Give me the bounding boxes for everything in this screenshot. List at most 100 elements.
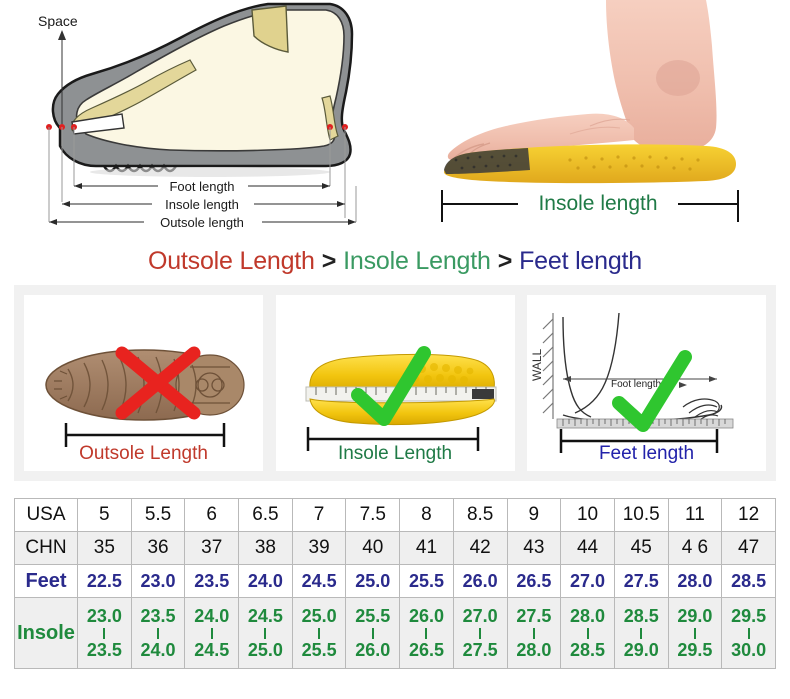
- range-separator: [210, 627, 213, 639]
- panel-caption-outsole: Outsole Length: [79, 443, 208, 464]
- cell-insole-10: 28.5 29.0: [613, 597, 669, 669]
- cell-usa-5: 7.5: [345, 498, 401, 532]
- cell-chn-11: 4 6: [667, 531, 723, 565]
- cell-usa-0: 5: [77, 498, 132, 532]
- cell-insole-12: 29.5 30.0: [721, 597, 776, 669]
- insole-range-to: 29.0: [623, 639, 659, 660]
- cell-feet-10: 27.5: [613, 564, 669, 598]
- insole-range-from: 25.5: [355, 605, 391, 626]
- table-row-chn: CHN 35 36 37 38 39 40 41 42 43 44 45 4 6…: [14, 531, 776, 565]
- cell-insole-4: 25.0 25.5: [291, 597, 347, 669]
- cell-insole-2: 24.0 24.5: [184, 597, 240, 669]
- cell-chn-7: 42: [452, 531, 508, 565]
- outsole-dimension-bar: [64, 423, 226, 447]
- wall-label: WALL: [530, 348, 544, 381]
- insole-length-dimension: Insole length: [441, 190, 739, 222]
- headline-gt-2: >: [497, 246, 513, 275]
- cell-insole-5: 25.5 26.0: [345, 597, 401, 669]
- inner-foot-length-annotation: Foot length: [563, 376, 717, 390]
- cell-usa-7: 8.5: [452, 498, 508, 532]
- row-label-insole: Insole: [14, 597, 78, 669]
- dimension-label-insole-length: Insole length: [165, 197, 239, 212]
- inner-foot-length-label: Foot length: [611, 379, 661, 390]
- cell-chn-4: 39: [291, 531, 347, 565]
- insole-range-from: 24.0: [194, 605, 230, 626]
- dimension-label-outsole-length: Outsole length: [160, 215, 244, 230]
- cross-mark-icon: [115, 346, 201, 420]
- dimension-label-foot-length: Foot length: [169, 179, 234, 194]
- table-row-usa: USA 5 5.5 6 6.5 7 7.5 8 8.5 9 10 10.5 11…: [14, 498, 776, 532]
- comparison-headline: Outsole Length > Insole Length > Feet le…: [0, 240, 790, 282]
- feet-dimension-bar: [559, 429, 719, 453]
- range-separator: [693, 627, 696, 639]
- panel-insole-length: Insole Length: [275, 295, 515, 471]
- range-separator: [103, 627, 106, 639]
- range-separator: [157, 627, 160, 639]
- size-conversion-table: USA 5 5.5 6 6.5 7 7.5 8 8.5 9 10 10.5 11…: [14, 498, 776, 669]
- check-mark-icon: [350, 346, 431, 426]
- insole-range-to: 26.5: [408, 639, 444, 660]
- insole-range-from: 27.5: [516, 605, 552, 626]
- dimension-outsole-length: Outsole length: [49, 215, 356, 230]
- cell-chn-12: 47: [721, 531, 776, 565]
- cell-usa-2: 6: [184, 498, 240, 532]
- insole-range-to: 26.0: [355, 639, 391, 660]
- row-label-usa: USA: [14, 498, 78, 532]
- dimension-insole-length: Insole length: [62, 197, 345, 212]
- range-separator: [264, 627, 267, 639]
- measurement-panels: Outsole Length: [14, 285, 776, 481]
- insole-range-from: 23.0: [86, 605, 122, 626]
- insole-length-caption: Insole length: [538, 192, 657, 215]
- insole-range-from: 29.5: [731, 605, 767, 626]
- cell-usa-3: 6.5: [238, 498, 293, 532]
- range-separator: [318, 627, 321, 639]
- insole-dimension-bar: [306, 427, 479, 451]
- cell-feet-5: 25.0: [345, 564, 401, 598]
- shoe-cross-section-diagram: Space Foot length: [0, 0, 410, 238]
- cell-insole-6: 26.0 26.5: [399, 597, 454, 669]
- cell-feet-3: 24.0: [238, 564, 293, 598]
- panel-outsole-length: Outsole Length: [24, 295, 263, 471]
- insole-range-to: 24.0: [140, 639, 176, 660]
- cell-feet-11: 28.0: [667, 564, 723, 598]
- insole-range-from: 27.0: [462, 605, 498, 626]
- insole-range-to: 28.5: [570, 639, 606, 660]
- top-illustrations: Space Foot length: [0, 0, 790, 238]
- headline-feet: Feet length: [519, 246, 642, 275]
- cell-chn-2: 37: [184, 531, 240, 565]
- panel-feet-length: WALL: [527, 295, 766, 471]
- cell-usa-10: 10.5: [613, 498, 669, 532]
- insole-range-to: 23.5: [86, 639, 122, 660]
- cell-usa-6: 8: [399, 498, 454, 532]
- insole-range-to: 25.0: [247, 639, 283, 660]
- range-separator: [532, 627, 535, 639]
- cell-chn-3: 38: [238, 531, 293, 565]
- cell-usa-8: 9: [506, 498, 562, 532]
- cell-insole-8: 27.5 28.0: [506, 597, 562, 669]
- insole-range-to: 25.5: [301, 639, 337, 660]
- table-row-insole: Insole 23.0 23.5 23.5 24.0 24.0 24.5 24.5 25…: [14, 597, 776, 669]
- cell-feet-2: 23.5: [184, 564, 240, 598]
- range-separator: [371, 627, 374, 639]
- cell-chn-6: 41: [399, 531, 454, 565]
- range-separator: [586, 627, 589, 639]
- cell-usa-1: 5.5: [130, 498, 186, 532]
- foot-on-insole-photo: Insole length: [420, 0, 790, 238]
- row-label-feet: Feet: [14, 564, 78, 598]
- cell-feet-0: 22.5: [77, 564, 132, 598]
- insole-range-to: 28.0: [516, 639, 552, 660]
- insole-range-to: 24.5: [194, 639, 230, 660]
- headline-gt-1: >: [321, 246, 337, 275]
- cell-chn-5: 40: [345, 531, 401, 565]
- insole-range-from: 28.0: [570, 605, 606, 626]
- cell-usa-11: 11: [667, 498, 723, 532]
- cell-insole-3: 24.5 25.0: [238, 597, 293, 669]
- cell-feet-9: 27.0: [560, 564, 615, 598]
- space-label: Space: [38, 13, 78, 29]
- table-row-feet: Feet 22.5 23.0 23.5 24.0 24.5 25.0 25.5 …: [14, 564, 776, 598]
- cell-usa-12: 12: [721, 498, 776, 532]
- cell-insole-11: 29.0 29.5: [667, 597, 723, 669]
- check-mark-icon: [612, 350, 692, 432]
- cell-feet-12: 28.5: [721, 564, 776, 598]
- row-label-chn: CHN: [14, 531, 78, 565]
